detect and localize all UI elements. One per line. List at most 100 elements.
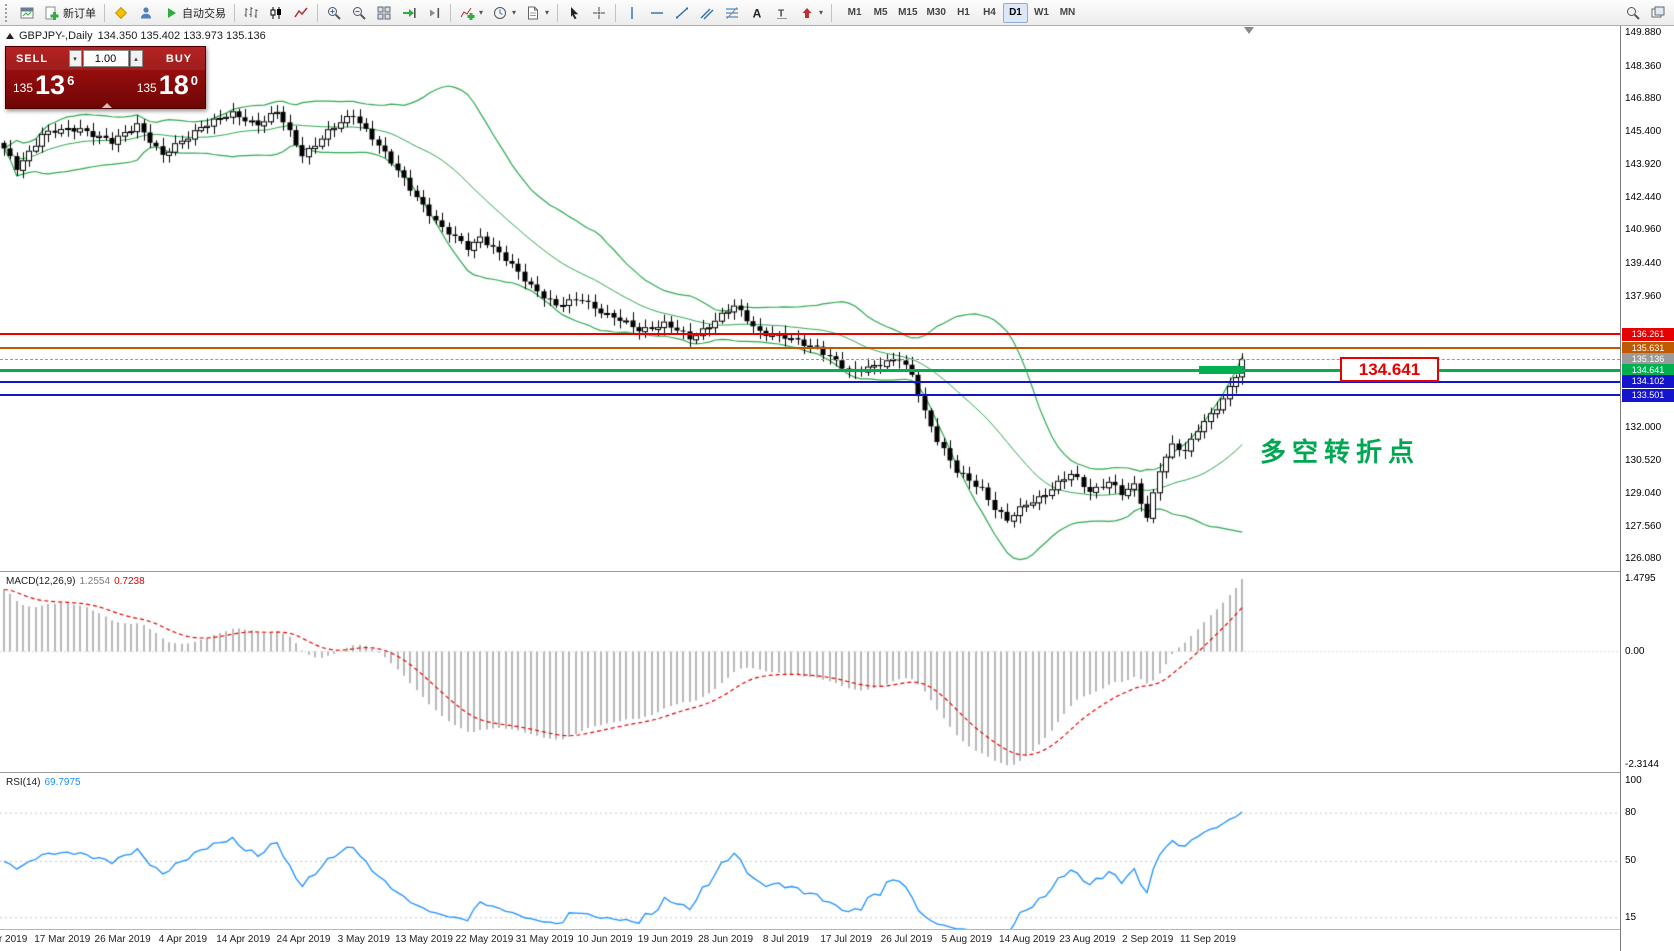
buy-price-prefix: 135 [136, 81, 157, 95]
rsi-value: 69.7975 [44, 777, 81, 788]
buy-label-button[interactable]: BUY [157, 53, 201, 65]
symbol-period-label: GBPJPY-,Daily [19, 30, 93, 42]
person-icon [141, 6, 151, 18]
arrow-marker-icon [802, 7, 812, 18]
timeframe-button[interactable]: M30 [923, 3, 950, 23]
sell-price-prefix: 135 [13, 81, 34, 95]
new-chart-button[interactable] [15, 2, 39, 24]
chart-shift-marker [1244, 27, 1254, 34]
axis-tick-label: 15 [1625, 911, 1637, 923]
text-label-tool-button[interactable]: T [770, 2, 794, 24]
zoom-in-button[interactable] [322, 2, 346, 24]
fibonacci-tool-button[interactable] [720, 2, 744, 24]
main-price-pane[interactable] [0, 26, 1620, 571]
sell-price-button[interactable]: 135 13 6 [13, 71, 74, 99]
cursor-button[interactable] [562, 2, 586, 24]
pane-divider[interactable] [0, 772, 1674, 773]
volume-input[interactable] [82, 50, 129, 67]
horizontal-line-134.641[interactable] [0, 368, 1620, 372]
search-button[interactable] [1621, 2, 1645, 24]
search-icon [1627, 6, 1640, 20]
auto-scroll-button[interactable] [397, 2, 421, 24]
svg-text:A: A [753, 6, 762, 20]
one-click-collapse-icon[interactable] [6, 33, 14, 39]
timeframe-button[interactable]: MN [1055, 3, 1080, 23]
volume-increment-button[interactable]: ▴ [129, 50, 143, 67]
axis-tick-label: 132.000 [1625, 422, 1662, 434]
zoom-out-button[interactable] [347, 2, 371, 24]
date-label: 17 Mar 2019 [34, 934, 91, 945]
rsi-indicator-pane[interactable] [0, 773, 1620, 929]
ohlc-bars-icon [244, 6, 258, 18]
axis-tick-label: -2.3144 [1625, 759, 1659, 771]
annotation-text[interactable]: 多空转折点 [1260, 437, 1421, 467]
horizontal-line-135.136[interactable] [0, 359, 1620, 361]
horizontal-line-135.631[interactable] [0, 347, 1620, 350]
axis-tick-label: 148.360 [1625, 60, 1662, 72]
horizontal-line-136.261[interactable] [0, 333, 1620, 336]
price-axis[interactable]: 149.880 148.360 146.880 145.400 143.920 142.4… [1620, 26, 1674, 951]
date-label: 7 Mar 2019 [0, 934, 28, 945]
macd-main-value: 1.2554 [79, 576, 111, 587]
arrows-tool-button[interactable]: ▾ [795, 2, 827, 24]
indicators-button[interactable]: ▾ [455, 2, 487, 24]
date-label: 14 Apr 2019 [216, 934, 271, 945]
line-chart-mode-button[interactable] [289, 2, 313, 24]
date-label: 11 Sep 2019 [1180, 934, 1236, 945]
candlestick-mode-button[interactable] [264, 2, 288, 24]
periods-button[interactable]: ▾ [488, 2, 520, 24]
horizontal-line-133.501[interactable] [0, 394, 1620, 397]
accounts-button[interactable] [134, 2, 158, 24]
timeframe-button[interactable]: D1 [1002, 2, 1028, 23]
horizontal-line-tool-button[interactable] [645, 2, 669, 24]
chart-properties-button[interactable] [1646, 2, 1670, 24]
window-layers-icon [1651, 6, 1665, 17]
vertical-line-tool-button[interactable] [620, 2, 644, 24]
horizontal-line-134.102[interactable] [0, 380, 1620, 383]
price-badge: 136.261 [1622, 327, 1674, 341]
macd-indicator-pane[interactable] [0, 572, 1620, 772]
timeframe-button[interactable]: M5 [868, 3, 893, 23]
timeframe-button[interactable]: M15 [894, 3, 921, 23]
date-label: 17 Jul 2019 [820, 934, 873, 945]
new-order-plus-icon [45, 6, 59, 20]
one-click-trading-panel: SELL ▾ ▴ BUY 135 13 6 135 18 0 [5, 46, 206, 109]
date-label: 23 Aug 2019 [1059, 934, 1116, 945]
crosshair-button[interactable] [587, 2, 611, 24]
sell-label-button[interactable]: SELL [10, 53, 54, 65]
price-badge: 133.501 [1622, 388, 1674, 402]
buy-price-button[interactable]: 135 18 0 [137, 71, 198, 99]
macd-label: MACD(12,26,9) 1.2554 0.7238 [6, 576, 145, 587]
chart-shift-button[interactable] [422, 2, 446, 24]
axis-tick-label: 145.400 [1625, 126, 1662, 138]
price-badge: 135.136 [1622, 352, 1674, 366]
tile-windows-button[interactable] [372, 2, 396, 24]
volume-decrement-button[interactable]: ▾ [68, 50, 82, 67]
trendline-tool-button[interactable] [670, 2, 694, 24]
price-callout[interactable]: 134.641 [1340, 357, 1439, 382]
autotrading-button[interactable]: 自动交易 [159, 2, 230, 24]
indicators-icon [460, 7, 475, 20]
timeframe-button[interactable]: H4 [977, 3, 1002, 23]
text-tool-button[interactable]: A [745, 2, 769, 24]
support-zone-marker[interactable] [1199, 366, 1244, 374]
clock-icon [494, 6, 507, 19]
pane-divider[interactable] [0, 571, 1674, 572]
timeframe-button[interactable]: W1 [1029, 3, 1054, 23]
new-order-button[interactable]: 新订单 [40, 2, 100, 24]
timeframe-button[interactable]: H1 [951, 3, 976, 23]
tile-windows-icon [377, 6, 391, 19]
separator [615, 3, 617, 22]
axis-tick-label: 146.880 [1625, 93, 1662, 105]
metaeditor-button[interactable] [109, 2, 133, 24]
chart-title: GBPJPY-,Daily 134.350 135.402 133.973 13… [6, 30, 266, 42]
templates-button[interactable]: ▾ [521, 2, 553, 24]
price-badge: 135.631 [1622, 341, 1674, 355]
crosshair-icon [593, 6, 606, 19]
bar-chart-mode-button[interactable] [239, 2, 263, 24]
toolbar-grip[interactable] [5, 3, 10, 22]
text-icon: A [753, 6, 762, 20]
channel-tool-button[interactable] [695, 2, 719, 24]
timeframe-button[interactable]: M1 [842, 3, 867, 23]
